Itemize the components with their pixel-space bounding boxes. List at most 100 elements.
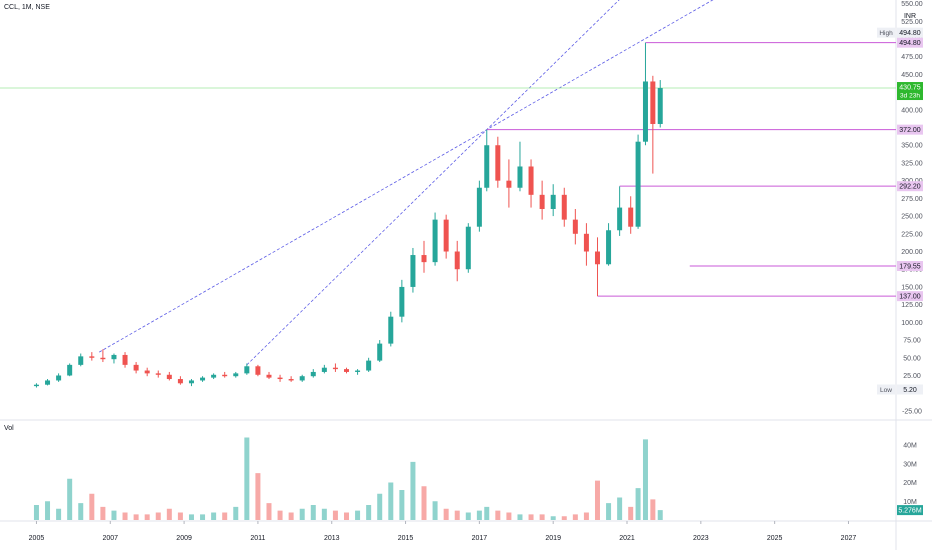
price-tick-label: 475.00 <box>901 54 923 61</box>
trend-line <box>246 0 620 366</box>
high-value: 494.80 <box>899 30 921 37</box>
candle-body <box>233 373 239 377</box>
time-tick-label: 2013 <box>324 535 340 542</box>
candle-body <box>517 166 523 188</box>
candle-body <box>377 343 383 361</box>
volume-bar <box>642 439 648 520</box>
volume-bar <box>100 506 106 520</box>
price-tick-label: 50.00 <box>903 355 921 362</box>
level-label: 372.00 <box>899 127 921 134</box>
horizontal-levels <box>0 42 896 297</box>
volume-bar <box>650 499 656 520</box>
candle-body <box>454 251 460 270</box>
time-tick-label: 2027 <box>841 535 857 542</box>
candle-body <box>299 376 305 381</box>
volume-current-value: 5.276M <box>898 508 922 515</box>
volume-tick-label: 10M <box>903 499 917 506</box>
volume-bar <box>421 486 427 520</box>
volume-bar <box>539 514 545 520</box>
volume-bar <box>45 501 51 520</box>
price-tick-label: 200.00 <box>901 249 923 256</box>
volume-tick-label: 20M <box>903 480 917 487</box>
volume-bar <box>299 508 305 520</box>
candle-body <box>642 81 648 142</box>
time-tick-label: 2017 <box>472 535 488 542</box>
candle-body <box>594 251 600 265</box>
price-tick-label: 325.00 <box>901 160 923 167</box>
time-tick-label: 2023 <box>693 535 709 542</box>
price-tick-label: 125.00 <box>901 302 923 309</box>
candle-body <box>211 374 217 378</box>
level-tag <box>897 124 923 135</box>
volume-bar <box>443 508 449 520</box>
price-tick-label: 75.00 <box>903 338 921 345</box>
low-label: Low <box>880 387 892 394</box>
volume-bar <box>155 512 161 520</box>
volume-tick-label: 40M <box>903 443 917 450</box>
candle-body <box>366 360 372 371</box>
volume-bar <box>122 512 128 520</box>
volume-value-tag <box>897 505 923 516</box>
time-tick-label: 2009 <box>176 535 192 542</box>
candle-body <box>100 357 106 360</box>
time-tick-label: 2019 <box>545 535 561 542</box>
volume-bar <box>377 493 383 520</box>
price-tick-label: 250.00 <box>901 214 923 221</box>
candle-body <box>56 375 62 381</box>
time-tick-label: 2015 <box>398 535 414 542</box>
candle-body <box>410 255 416 287</box>
low-tag <box>877 384 895 395</box>
volume-bar <box>355 510 361 520</box>
volume-bar <box>572 514 578 520</box>
candle-body <box>255 366 261 375</box>
price-tick-label: 150.00 <box>901 284 923 291</box>
price-tick-label: 100.00 <box>901 320 923 327</box>
volume-bar <box>617 497 623 520</box>
volume-bar <box>310 505 316 520</box>
volume-bar <box>166 508 172 520</box>
level-label: 137.00 <box>899 294 921 301</box>
candle-body <box>133 364 139 371</box>
candle-body <box>177 379 183 384</box>
time-tick-label: 2005 <box>29 535 45 542</box>
volume-bar <box>288 512 294 520</box>
candle-body <box>539 194 545 209</box>
candle-body <box>244 366 250 374</box>
level-tag <box>897 291 923 302</box>
volume-bar <box>594 480 600 520</box>
candle-body <box>388 316 394 344</box>
volume-bar <box>321 508 327 520</box>
price-tick-label: -25.00 <box>902 408 922 415</box>
price-tick-label: 275.00 <box>901 196 923 203</box>
candle-body <box>45 380 51 385</box>
volume-bar <box>476 510 482 520</box>
low-value: 5.20 <box>903 387 917 394</box>
symbol-title: CCL, 1M, NSE <box>4 4 50 11</box>
candle-body <box>122 354 128 365</box>
candle-body <box>528 166 534 195</box>
volume-bar <box>410 461 416 520</box>
trend-lines <box>99 0 714 366</box>
candle-body <box>583 233 589 252</box>
low-value-tag <box>897 384 923 395</box>
candle-body <box>89 356 95 358</box>
price-axis: INR550.00525.00500.00475.00450.00425.004… <box>877 1 923 516</box>
candle-body <box>484 145 490 188</box>
last-price-tag <box>897 82 923 101</box>
candle-body <box>572 219 578 234</box>
candle-body <box>443 219 449 252</box>
last-price-value: 430.75 <box>899 85 921 92</box>
volume-bar <box>432 501 438 520</box>
volume-bar <box>484 506 490 520</box>
candle-body <box>506 180 512 188</box>
level-tag <box>897 37 923 48</box>
volume-bar <box>222 512 228 520</box>
candle-body <box>465 226 471 270</box>
volume-bar <box>343 512 349 520</box>
trend-line <box>99 0 714 353</box>
time-tick-label: 2025 <box>767 535 783 542</box>
volume-bar <box>332 510 338 520</box>
volume-bar <box>550 516 556 520</box>
